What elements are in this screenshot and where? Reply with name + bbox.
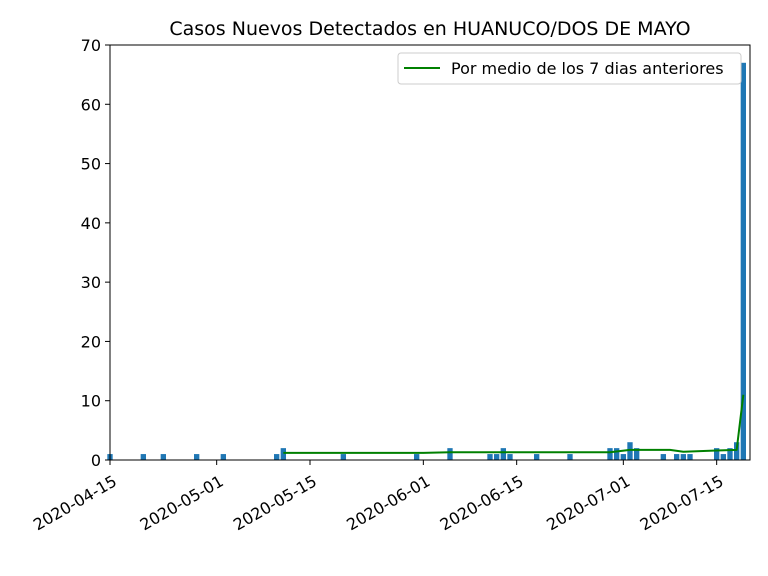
bar	[194, 454, 200, 460]
y-tick-label: 60	[81, 95, 101, 114]
x-tick-label: 2020-06-15	[437, 471, 527, 534]
bar	[414, 454, 420, 460]
bar	[567, 454, 573, 460]
x-tick-label: 2020-07-01	[543, 471, 633, 534]
y-tick-label: 50	[81, 155, 101, 174]
bar	[614, 448, 620, 460]
y-tick-label: 40	[81, 214, 101, 233]
y-tick-label: 0	[91, 451, 101, 470]
bar	[507, 454, 513, 460]
bar	[620, 454, 626, 460]
x-tick-label: 2020-06-01	[343, 471, 433, 534]
bar	[447, 448, 453, 460]
bar	[500, 448, 506, 460]
bar	[634, 448, 640, 460]
bar	[487, 454, 493, 460]
y-tick-label: 30	[81, 273, 101, 292]
bar	[680, 454, 686, 460]
bar	[720, 454, 726, 460]
bar	[607, 448, 613, 460]
bar	[160, 454, 166, 460]
bar	[220, 454, 226, 460]
bar	[734, 442, 740, 460]
bar	[660, 454, 666, 460]
bar	[140, 454, 146, 460]
bar	[727, 448, 733, 460]
bar	[280, 448, 286, 460]
x-tick-label: 2020-07-15	[637, 471, 727, 534]
x-tick-label: 2020-05-15	[230, 471, 320, 534]
bar	[274, 454, 280, 460]
bar	[340, 454, 346, 460]
y-tick-label: 10	[81, 392, 101, 411]
legend-box	[397, 52, 742, 85]
bar	[687, 454, 693, 460]
line-layer	[283, 394, 745, 454]
y-tick-label: 20	[81, 332, 101, 351]
chart-title: Casos Nuevos Detectados en HUANUCO/DOS D…	[169, 18, 690, 40]
bar	[494, 454, 500, 460]
legend: Por medio de los 7 dias anteriores	[397, 52, 742, 85]
bar	[627, 442, 633, 460]
series-line	[283, 394, 745, 454]
legend-label: Por medio de los 7 dias anteriores	[451, 59, 724, 78]
x-tick-label: 2020-04-15	[30, 471, 120, 534]
bar	[740, 62, 746, 460]
plot-frame	[109, 44, 751, 461]
y-tick-label: 70	[81, 36, 101, 55]
bar	[714, 448, 720, 460]
bars-layer	[107, 62, 746, 460]
x-tick-label: 2020-05-01	[137, 471, 227, 534]
bar	[534, 454, 540, 460]
bar	[674, 454, 680, 460]
